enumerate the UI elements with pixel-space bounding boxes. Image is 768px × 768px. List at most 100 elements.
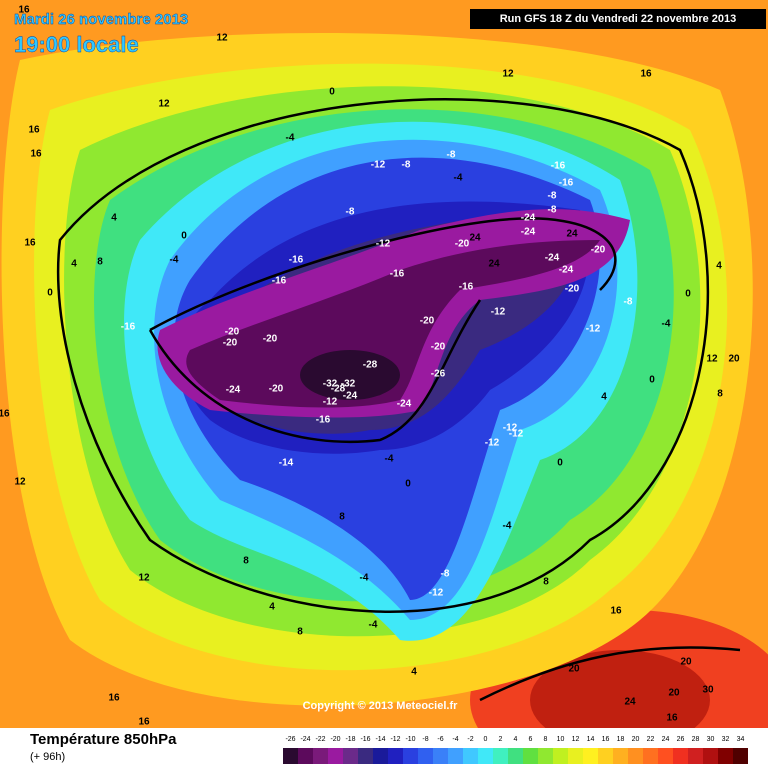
scale-swatch [658,748,673,764]
contour-label: 16 [610,606,622,617]
contour-label: 12 [14,477,26,488]
contour-label: 0 [557,458,563,469]
scale-swatch [448,748,463,764]
contour-label: 12 [706,354,718,365]
scale-label: -8 [422,736,428,743]
copyright: Copyright © 2013 Meteociel.fr [303,700,459,712]
contour-label: -4 [170,255,179,266]
run-info: Run GFS 18 Z du Vendredi 22 novembre 201… [500,13,737,25]
scale-label: -24 [300,736,310,743]
contour-label: 0 [181,231,187,242]
scale-label: -4 [452,736,458,743]
contour-label: -24 [521,213,536,224]
contour-label: -28 [363,360,378,371]
contour-line [479,646,741,702]
contour-label: 20 [680,657,692,668]
scale-label: 6 [529,736,533,743]
band-m24 [186,240,600,408]
contour-label: 16 [24,238,36,249]
scale-swatch [328,748,343,764]
contour-label: 24 [566,229,578,240]
contour-label: -12 [371,160,386,171]
scale-swatch [598,748,613,764]
contour-label: -20 [263,334,278,345]
scale-label: -10 [405,736,415,743]
contour-label: -20 [269,384,284,395]
contour-label: -28 [331,384,346,395]
contour-label: -32 [323,379,338,390]
contour-label: 16 [640,69,652,80]
contour-label: 20 [728,354,740,365]
contour-label: 4 [601,392,607,403]
scale-swatch [283,748,298,764]
scale-label: 8 [544,736,548,743]
scale-label: 20 [632,736,640,743]
contour-label: -24 [343,391,358,402]
scale-swatch [373,748,388,764]
footer-title: Température 850hPa [30,731,177,748]
lead-time: (+ 96h) [30,751,65,763]
scale-label: 14 [587,736,595,743]
contour-label: 4 [111,213,117,224]
scale-swatch [628,748,643,764]
scale-label: 4 [514,736,518,743]
contour-label: -12 [429,588,444,599]
contour-label: -14 [279,458,294,469]
contour-label: 4 [269,602,275,613]
contour-label: -20 [565,284,580,295]
contour-label: 8 [97,257,103,268]
scale-label: 16 [602,736,610,743]
contour-label: 0 [405,479,411,490]
contour-label: -4 [369,620,378,631]
scale-label: -16 [360,736,370,743]
scale-label: -22 [315,736,325,743]
core-m28 [300,350,400,400]
contour-label: -16 [272,276,287,287]
contour-label: 12 [158,99,170,110]
scale-label: -14 [375,736,385,743]
contour-label: 4 [411,667,417,678]
contour-label: -8 [447,150,456,161]
contour-label: 16 [30,149,42,160]
contour-label: -16 [121,322,136,333]
contour-line [56,98,710,613]
scale-swatch [673,748,688,764]
contour-label: 16 [138,717,150,728]
scale-swatch [343,748,358,764]
contour-label: -20 [223,338,238,349]
local-time: 19:00 locale [14,32,139,57]
scale-label: -6 [437,736,443,743]
scale-label: -20 [330,736,340,743]
contour-label: 24 [624,697,636,708]
contour-label: 24 [469,233,481,244]
contour-label: 8 [243,556,249,567]
scale-label: -2 [467,736,473,743]
scale-label: 24 [662,736,670,743]
scale-swatch [388,748,403,764]
scale-swatch [733,748,748,764]
contour-label: 12 [502,69,514,80]
scale-swatch [493,748,508,764]
scale-swatch [418,748,433,764]
scale-label: -12 [390,736,400,743]
scale-swatch [718,748,733,764]
contour-label: -20 [225,327,240,338]
scale-label: 0 [484,736,488,743]
contour-label: -24 [397,399,412,410]
scale-swatch [433,748,448,764]
contour-label: -20 [420,316,435,327]
date: Mardi 26 novembre 2013 [14,11,188,28]
contour-label: -4 [385,454,394,465]
contour-label: 16 [0,409,10,420]
contour-label: 16 [18,5,30,16]
contour-label: -20 [431,342,446,353]
scale-swatch [703,748,718,764]
scale-label: -18 [345,736,355,743]
contour-label: -4 [360,573,369,584]
contour-label: 16 [108,693,120,704]
scale-swatch [478,748,493,764]
scale-swatch [553,748,568,764]
contour-label: -8 [548,191,557,202]
